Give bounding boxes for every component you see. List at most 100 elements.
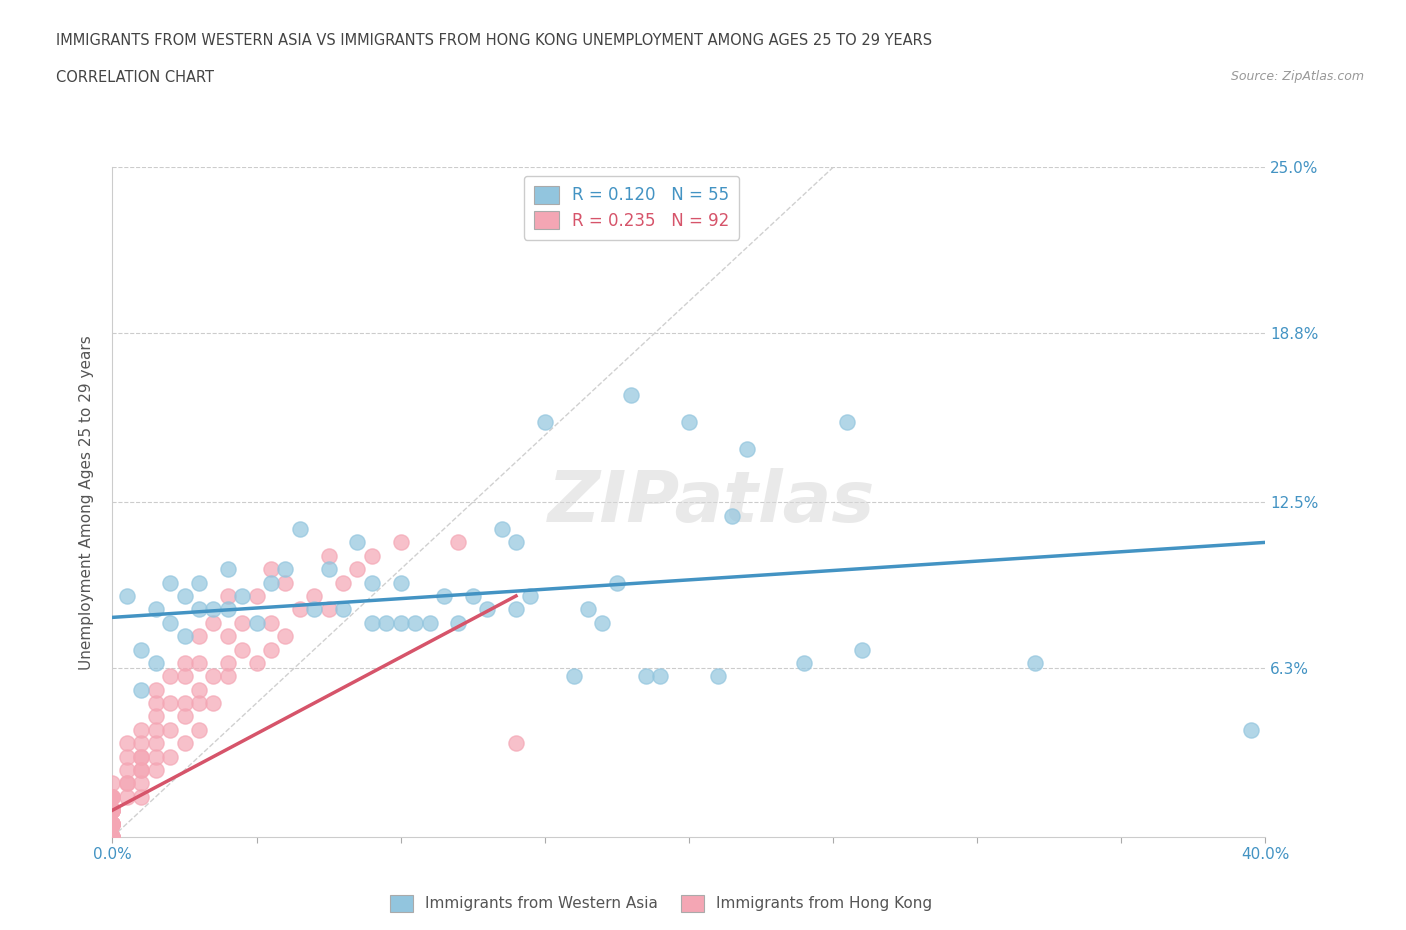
Point: [217, 562, 239, 577]
Point: [101, 817, 124, 831]
Point: [173, 589, 195, 604]
Point: [533, 415, 555, 430]
Point: [101, 803, 124, 817]
Point: [620, 388, 643, 403]
Point: [101, 790, 124, 804]
Point: [288, 522, 311, 537]
Point: [332, 602, 354, 617]
Point: [101, 790, 124, 804]
Point: [101, 803, 124, 817]
Point: [101, 817, 124, 831]
Point: [304, 589, 326, 604]
Point: [188, 629, 211, 644]
Point: [404, 616, 426, 631]
Point: [274, 575, 297, 590]
Point: [260, 642, 283, 657]
Point: [101, 803, 124, 817]
Point: [217, 629, 239, 644]
Point: [129, 750, 153, 764]
Point: [288, 602, 311, 617]
Point: [101, 817, 124, 831]
Point: [145, 723, 167, 737]
Point: [145, 656, 167, 671]
Point: [1024, 656, 1046, 671]
Point: [129, 763, 153, 777]
Point: [245, 589, 267, 604]
Text: Source: ZipAtlas.com: Source: ZipAtlas.com: [1230, 70, 1364, 83]
Point: [173, 709, 195, 724]
Point: [562, 669, 585, 684]
Point: [519, 589, 541, 604]
Point: [188, 602, 211, 617]
Point: [129, 683, 153, 698]
Point: [260, 575, 283, 590]
Point: [419, 616, 441, 631]
Point: [173, 736, 195, 751]
Point: [491, 522, 513, 537]
Point: [101, 830, 124, 844]
Point: [447, 535, 470, 550]
Point: [389, 535, 412, 550]
Point: [678, 415, 700, 430]
Point: [375, 616, 398, 631]
Point: [101, 817, 124, 831]
Point: [461, 589, 484, 604]
Point: [318, 602, 340, 617]
Point: [101, 817, 124, 831]
Point: [505, 736, 527, 751]
Point: [129, 776, 153, 790]
Point: [101, 817, 124, 831]
Point: [202, 669, 225, 684]
Point: [576, 602, 599, 617]
Point: [115, 776, 138, 790]
Point: [274, 629, 297, 644]
Point: [173, 669, 195, 684]
Point: [245, 656, 267, 671]
Point: [145, 602, 167, 617]
Point: [129, 763, 153, 777]
Point: [217, 656, 239, 671]
Point: [360, 575, 382, 590]
Point: [101, 830, 124, 844]
Point: [101, 803, 124, 817]
Point: [115, 776, 138, 790]
Point: [793, 656, 815, 671]
Point: [475, 602, 498, 617]
Point: [101, 790, 124, 804]
Point: [129, 790, 153, 804]
Point: [606, 575, 628, 590]
Point: [115, 736, 138, 751]
Point: [592, 616, 614, 631]
Point: [304, 602, 326, 617]
Point: [505, 535, 527, 550]
Point: [505, 602, 527, 617]
Point: [101, 776, 124, 790]
Point: [145, 696, 167, 711]
Point: [188, 696, 211, 711]
Point: [217, 589, 239, 604]
Point: [346, 562, 368, 577]
Point: [173, 656, 195, 671]
Point: [217, 669, 239, 684]
Point: [159, 750, 181, 764]
Point: [101, 830, 124, 844]
Point: [389, 616, 412, 631]
Point: [101, 803, 124, 817]
Point: [115, 790, 138, 804]
Point: [188, 683, 211, 698]
Point: [188, 723, 211, 737]
Point: [129, 642, 153, 657]
Point: [159, 723, 181, 737]
Point: [101, 803, 124, 817]
Point: [188, 656, 211, 671]
Point: [159, 575, 181, 590]
Point: [217, 602, 239, 617]
Point: [101, 817, 124, 831]
Point: [173, 629, 195, 644]
Point: [101, 790, 124, 804]
Point: [1240, 723, 1263, 737]
Point: [129, 736, 153, 751]
Point: [260, 616, 283, 631]
Point: [145, 736, 167, 751]
Point: [274, 562, 297, 577]
